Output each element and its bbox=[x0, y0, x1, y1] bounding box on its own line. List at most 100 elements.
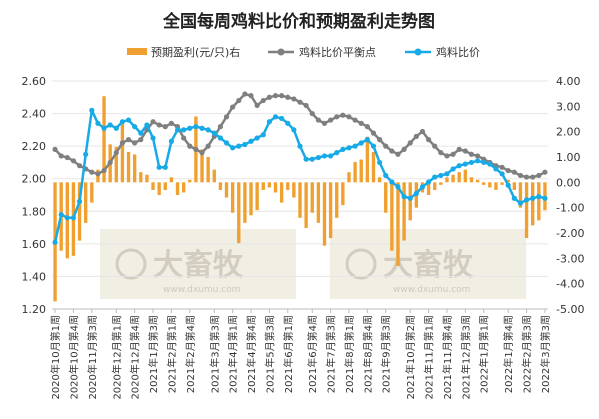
profit-bar bbox=[341, 182, 345, 206]
profit-bar bbox=[310, 182, 314, 213]
ratio-point bbox=[303, 156, 309, 162]
y-right-tick-label: -3.00 bbox=[556, 252, 584, 265]
profit-bar bbox=[537, 182, 541, 221]
ratio-point bbox=[162, 164, 168, 170]
x-tick-label: 2020年12月第4周 bbox=[129, 315, 142, 400]
ratio-point bbox=[297, 143, 303, 149]
y-left-tick-label: 1.60 bbox=[22, 238, 47, 251]
balance-point bbox=[52, 146, 58, 152]
balance-point bbox=[352, 117, 358, 123]
ratio-point bbox=[150, 135, 156, 141]
profit-bar bbox=[102, 96, 106, 183]
balance-point bbox=[536, 172, 542, 179]
price-lines bbox=[52, 91, 548, 245]
balance-point bbox=[413, 133, 419, 139]
x-tick-label: 2021年5月第3周 bbox=[263, 315, 276, 393]
profit-bar bbox=[524, 182, 529, 239]
balance-point bbox=[340, 112, 346, 118]
balance-point bbox=[230, 104, 236, 110]
x-tick-label: 2022年1月第1周 bbox=[478, 315, 491, 393]
ratio-point bbox=[444, 171, 450, 177]
balance-point bbox=[272, 93, 279, 99]
ratio-point bbox=[309, 156, 315, 162]
profit-bar bbox=[433, 182, 437, 190]
y-right-tick-label: -4.00 bbox=[556, 278, 584, 291]
x-tick-label: 2020年12月第1周 bbox=[110, 315, 123, 400]
profit-bar bbox=[506, 179, 510, 183]
ratio-point bbox=[217, 135, 223, 141]
ratio-point bbox=[438, 172, 444, 179]
ratio-point bbox=[156, 164, 162, 170]
balance-point bbox=[297, 99, 303, 105]
profit-bar bbox=[359, 159, 363, 183]
x-tick-label: 2021年1月第3周 bbox=[147, 315, 160, 393]
watermark-right-box bbox=[330, 229, 526, 299]
ratio-point bbox=[481, 159, 487, 166]
profit-bar bbox=[469, 177, 474, 183]
balance-point bbox=[181, 135, 187, 141]
balance-point bbox=[328, 117, 334, 123]
legend-marker-balance bbox=[277, 48, 285, 56]
watermark-right: 大畜牧 www.dxumu.com bbox=[330, 229, 526, 299]
ratio-point bbox=[328, 153, 334, 159]
ratio-point bbox=[193, 124, 199, 130]
profit-bar bbox=[188, 179, 192, 183]
profit-bar bbox=[243, 182, 247, 223]
y-right-tick-label: -2.00 bbox=[556, 227, 584, 240]
balance-point bbox=[542, 169, 548, 175]
balance-point bbox=[462, 148, 468, 154]
y-right-tick-label: -5.00 bbox=[556, 303, 584, 316]
balance-point bbox=[260, 97, 266, 104]
legend-label-ratio: 鸡料比价 bbox=[436, 45, 480, 59]
balance-point bbox=[309, 110, 315, 117]
watermark-left-url: www.dxumu.com bbox=[163, 285, 240, 295]
profit-bar bbox=[377, 177, 382, 183]
ratio-point bbox=[223, 140, 230, 146]
x-tick-label: 2021年11月第4周 bbox=[441, 315, 454, 400]
ratio-point bbox=[432, 174, 438, 180]
profit-bar bbox=[249, 182, 253, 216]
x-tick-label: 2021年10月第2周 bbox=[404, 315, 417, 400]
balance-point bbox=[76, 163, 83, 169]
profit-bar bbox=[482, 182, 486, 185]
balance-point bbox=[364, 124, 370, 130]
profit-bar bbox=[77, 182, 82, 241]
profit-bar bbox=[292, 182, 296, 198]
ratio-point bbox=[383, 172, 389, 179]
profit-bar bbox=[316, 182, 321, 223]
profit-bar bbox=[445, 177, 449, 183]
balance-point bbox=[125, 137, 132, 143]
ratio-point bbox=[168, 138, 175, 144]
ratio-point bbox=[291, 127, 297, 133]
balance-point bbox=[438, 150, 444, 156]
balance-point bbox=[383, 143, 389, 149]
y-right-tick-label: 0.00 bbox=[556, 176, 581, 189]
legend-marker-ratio bbox=[414, 48, 422, 56]
ratio-point bbox=[462, 161, 468, 167]
watermark-left-brand: 大畜牧 bbox=[153, 248, 244, 283]
ratio-point bbox=[407, 195, 413, 201]
left-axis: 1.20 1.40 1.60 1.80 2.00 2.20 2.40 2.60 bbox=[22, 75, 47, 316]
x-tick-label: 2022年3月第3周 bbox=[539, 315, 552, 393]
ratio-point bbox=[95, 120, 101, 126]
ratio-point bbox=[340, 146, 346, 152]
x-tick-label: 2021年9月第3周 bbox=[380, 315, 393, 393]
watermark-left: 大畜牧 www.dxumu.com bbox=[100, 229, 296, 299]
profit-bar bbox=[145, 174, 149, 183]
ratio-point bbox=[536, 194, 542, 200]
balance-point bbox=[511, 169, 517, 175]
ratio-point bbox=[505, 182, 511, 188]
profit-bar bbox=[206, 157, 210, 183]
balance-point bbox=[156, 122, 162, 128]
profit-bar bbox=[267, 182, 272, 188]
x-tick-label: 2021年8月第4周 bbox=[361, 315, 374, 393]
x-tick-label: 2021年7月第3周 bbox=[325, 315, 338, 393]
profit-bar bbox=[218, 182, 223, 190]
profit-bar bbox=[494, 182, 498, 190]
ratio-point bbox=[242, 141, 248, 148]
watermark-right-url: www.dxumu.com bbox=[393, 285, 470, 295]
balance-point bbox=[419, 128, 426, 135]
ratio-point bbox=[101, 125, 107, 131]
balance-point bbox=[150, 119, 156, 125]
